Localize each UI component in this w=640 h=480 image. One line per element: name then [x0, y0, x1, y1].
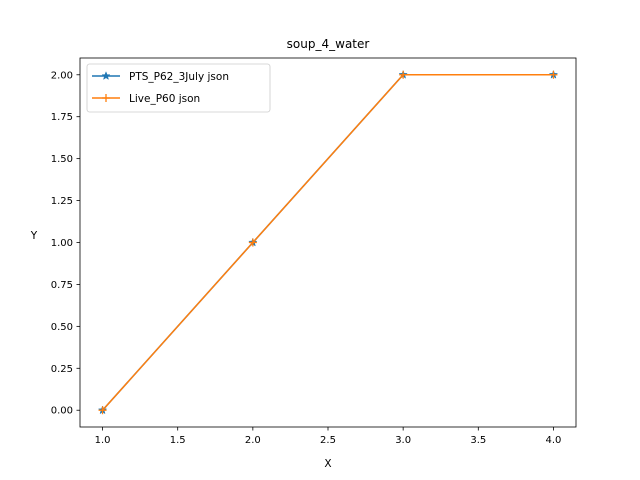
legend-item: Live_P60 json: [92, 93, 200, 105]
legend-marker: [102, 94, 110, 102]
y-tick-label: 0.75: [51, 280, 73, 291]
axis-ticks: 1.0 1.5 2.0 2.5 3.0 3.5 4.0 0.00 0.25 0.50 0.75 1.0…: [51, 70, 562, 446]
legend-label: PTS_P62_3July json: [129, 71, 229, 83]
y-tick-label: 1.50: [51, 154, 73, 165]
x-tick-label: 1.0: [95, 435, 111, 446]
y-tick-label: 2.00: [51, 70, 73, 81]
y-tick-label: 0.50: [51, 322, 73, 333]
data-point: [248, 238, 257, 247]
y-tick-label: 1.75: [51, 112, 73, 123]
data-point: [98, 406, 107, 415]
y-axis-label: Y: [30, 230, 38, 242]
y-tick-label: 0.00: [51, 406, 73, 417]
y-tick-label: 1.25: [51, 196, 73, 207]
x-tick-label: 2.5: [320, 435, 336, 446]
legend-box: [86, 63, 271, 113]
legend-label: Live_P60 json: [129, 93, 200, 105]
x-tick-label: 4.0: [546, 435, 562, 446]
legend-item: PTS_P62_3July json: [92, 71, 229, 83]
y-tick-label: 0.25: [51, 364, 73, 375]
series-group: [97, 69, 559, 415]
series-line: [101, 74, 554, 411]
data-point: [549, 70, 558, 79]
series-2: [98, 70, 558, 415]
x-tick-label: 2.0: [245, 435, 261, 446]
plot-frame: [79, 57, 577, 428]
x-tick-label: 3.0: [395, 435, 411, 446]
y-tick-label: 1.00: [51, 238, 73, 249]
legend-marker: [101, 71, 111, 80]
x-tick-label: 3.5: [470, 435, 486, 446]
legend: PTS_P62_3July json Live_P60 json: [86, 63, 271, 113]
x-tick-label: 1.5: [170, 435, 186, 446]
chart-title: soup_4_water: [287, 37, 370, 51]
x-axis-label: X: [324, 458, 331, 470]
data-point: [399, 70, 408, 79]
